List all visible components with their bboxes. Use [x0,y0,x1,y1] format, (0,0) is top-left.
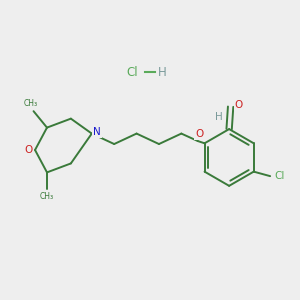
Text: Cl: Cl [126,66,138,79]
Text: O: O [235,100,243,110]
Text: Cl: Cl [274,171,285,181]
Text: O: O [195,130,203,140]
Text: CH₃: CH₃ [23,99,38,108]
Text: CH₃: CH₃ [40,192,54,201]
Text: N: N [93,127,101,137]
Text: H: H [215,112,223,122]
Text: H: H [158,66,166,79]
Text: O: O [24,145,33,155]
